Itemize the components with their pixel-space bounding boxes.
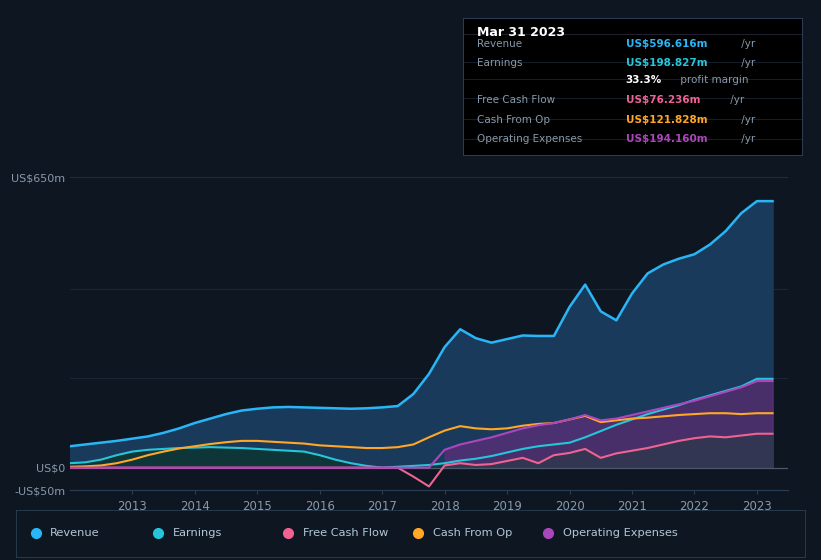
Text: Operating Expenses: Operating Expenses (476, 134, 582, 144)
Text: Revenue: Revenue (476, 39, 521, 49)
Text: Earnings: Earnings (172, 529, 222, 538)
Text: 33.3%: 33.3% (626, 75, 662, 85)
Text: Cash From Op: Cash From Op (476, 115, 549, 124)
Text: /yr: /yr (737, 58, 754, 68)
Text: Revenue: Revenue (50, 529, 100, 538)
Text: Operating Expenses: Operating Expenses (562, 529, 677, 538)
Text: profit margin: profit margin (677, 75, 748, 85)
Text: Earnings: Earnings (476, 58, 522, 68)
Text: US$194.160m: US$194.160m (626, 134, 708, 144)
Text: /yr: /yr (737, 39, 754, 49)
Text: Cash From Op: Cash From Op (433, 529, 512, 538)
Text: US$596.616m: US$596.616m (626, 39, 707, 49)
Text: Mar 31 2023: Mar 31 2023 (476, 26, 565, 39)
Text: Free Cash Flow: Free Cash Flow (476, 95, 555, 105)
Text: US$198.827m: US$198.827m (626, 58, 708, 68)
Text: Free Cash Flow: Free Cash Flow (302, 529, 388, 538)
Text: US$121.828m: US$121.828m (626, 115, 708, 124)
Text: /yr: /yr (737, 115, 754, 124)
Text: US$76.236m: US$76.236m (626, 95, 700, 105)
Text: /yr: /yr (737, 134, 754, 144)
Text: /yr: /yr (727, 95, 745, 105)
